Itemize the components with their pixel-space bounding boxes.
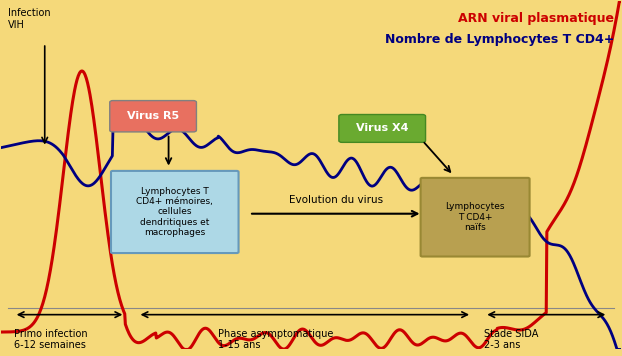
Text: Virus R5: Virus R5 — [127, 111, 179, 121]
FancyBboxPatch shape — [111, 171, 239, 253]
Text: Virus X4: Virus X4 — [356, 124, 409, 134]
FancyBboxPatch shape — [420, 178, 529, 257]
FancyBboxPatch shape — [109, 101, 197, 132]
Text: Evolution du virus: Evolution du virus — [289, 195, 383, 205]
Text: Infection
VIH: Infection VIH — [7, 8, 50, 30]
Text: Primo infection
6-12 semaines: Primo infection 6-12 semaines — [14, 329, 88, 350]
Text: ARN viral plasmatique: ARN viral plasmatique — [458, 12, 615, 25]
FancyBboxPatch shape — [339, 115, 425, 142]
Text: Lymphocytes T
CD4+ mémoires,
cellules
dendritiques et
macrophages: Lymphocytes T CD4+ mémoires, cellules de… — [136, 187, 213, 237]
Text: Stade SIDA
2-3 ans: Stade SIDA 2-3 ans — [485, 329, 539, 350]
Text: Nombre de Lymphocytes T CD4+: Nombre de Lymphocytes T CD4+ — [385, 33, 615, 46]
Text: Lymphocytes
T CD4+
naïfs: Lymphocytes T CD4+ naïfs — [445, 202, 505, 232]
Text: Phase asymptomatique
1-15 ans: Phase asymptomatique 1-15 ans — [218, 329, 333, 350]
